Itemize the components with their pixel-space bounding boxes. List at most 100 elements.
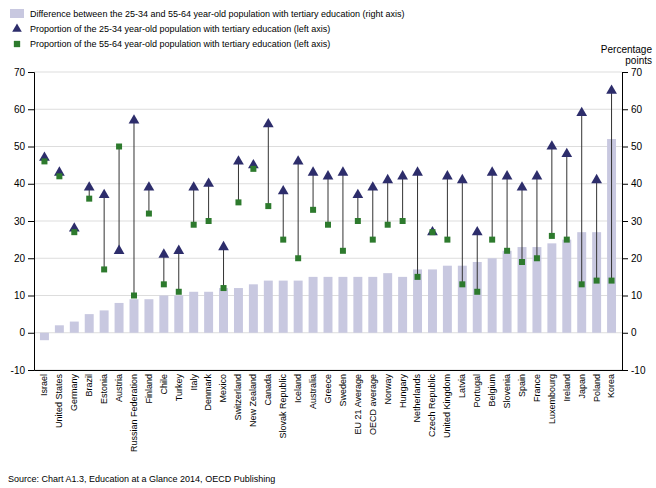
bar — [428, 269, 437, 332]
point — [293, 155, 304, 164]
bar — [368, 277, 377, 333]
connector — [477, 232, 478, 292]
tick-mark — [28, 72, 34, 73]
bar — [279, 281, 288, 333]
point — [221, 285, 227, 291]
legend-item: Proportion of the 25-34 year-old populat… — [12, 23, 330, 34]
tick-mark — [28, 296, 34, 297]
scatter-series — [41, 144, 614, 299]
point — [594, 278, 600, 284]
point — [323, 170, 334, 179]
tick: Germany — [69, 374, 79, 412]
point — [99, 189, 110, 198]
point — [295, 255, 301, 261]
connector — [492, 173, 493, 240]
tick-mark — [622, 184, 628, 185]
tick-mark — [28, 109, 34, 110]
marks — [39, 84, 617, 340]
tick-label: Turkey — [174, 374, 184, 402]
bar — [413, 269, 422, 332]
legend-label: Difference between the 25-34 and 55-64 y… — [30, 9, 405, 19]
connector — [462, 180, 463, 284]
bar — [115, 303, 124, 333]
connector — [507, 176, 508, 251]
point — [355, 218, 361, 224]
point — [444, 237, 450, 243]
tick-label: Switzerland — [233, 374, 243, 421]
tick: Turkey — [174, 374, 184, 402]
point — [176, 289, 182, 295]
tick-mark — [28, 184, 34, 185]
tick: 70 — [14, 67, 34, 78]
connector — [208, 184, 209, 221]
tick-mark — [622, 296, 628, 297]
point — [579, 281, 585, 287]
bar — [518, 247, 527, 333]
point — [415, 274, 421, 280]
bar — [264, 281, 273, 333]
bar — [174, 296, 183, 333]
connector — [536, 176, 537, 258]
tick: Belgium — [487, 374, 497, 407]
point — [606, 84, 617, 93]
tick-label: Australia — [308, 374, 318, 409]
point — [472, 226, 483, 235]
point — [352, 189, 363, 198]
tick-label: 50 — [14, 141, 26, 152]
bar — [189, 292, 198, 333]
tick-label: Italy — [189, 374, 199, 391]
connector — [313, 173, 314, 210]
bar — [204, 292, 213, 333]
tick: -10 — [622, 365, 646, 376]
bar — [443, 266, 452, 333]
tick: Switzerland — [233, 374, 243, 421]
point — [397, 170, 408, 179]
connector — [372, 187, 373, 239]
tick-label: 30 — [631, 216, 643, 227]
point — [263, 118, 274, 127]
point — [265, 203, 271, 209]
tick: 60 — [14, 104, 34, 115]
point — [370, 237, 376, 243]
point — [591, 174, 602, 183]
tick-mark — [28, 147, 34, 148]
tick-label: 60 — [631, 104, 643, 115]
bar — [338, 277, 347, 333]
tick-label: 30 — [14, 216, 26, 227]
tick: Denmark — [203, 374, 213, 411]
tick: Spain — [517, 374, 527, 397]
legend-item: Difference between the 25-34 and 55-64 y… — [10, 9, 405, 19]
connector — [611, 91, 612, 281]
point — [429, 229, 435, 235]
tick-label: OECD average — [368, 374, 378, 435]
point — [564, 237, 570, 243]
tick-label: Israel — [39, 374, 49, 396]
tick: Italy — [189, 374, 199, 391]
tick-mark — [622, 221, 628, 222]
legend-swatch — [14, 41, 20, 47]
tick: United States — [54, 374, 64, 429]
point — [146, 211, 152, 217]
connector — [596, 180, 597, 281]
tick-label: Ireland — [562, 374, 572, 402]
tick-mark — [28, 333, 34, 334]
connector — [119, 147, 120, 251]
point — [442, 170, 453, 179]
connector — [387, 180, 388, 225]
point — [400, 218, 406, 224]
connector — [238, 161, 239, 202]
point — [144, 181, 155, 190]
tick: France — [532, 374, 542, 402]
connector — [328, 176, 329, 224]
tick: 0 — [19, 327, 34, 338]
point — [546, 140, 557, 149]
tick-label: 20 — [631, 253, 643, 264]
tick: 50 — [14, 141, 34, 152]
tick: Austria — [114, 374, 124, 402]
y2-axis-label-line: points — [625, 55, 652, 66]
tick-mark — [622, 72, 628, 73]
tick: Portugal — [472, 374, 482, 408]
point — [129, 114, 140, 123]
connector — [148, 187, 149, 213]
tick-label: United States — [54, 374, 64, 429]
